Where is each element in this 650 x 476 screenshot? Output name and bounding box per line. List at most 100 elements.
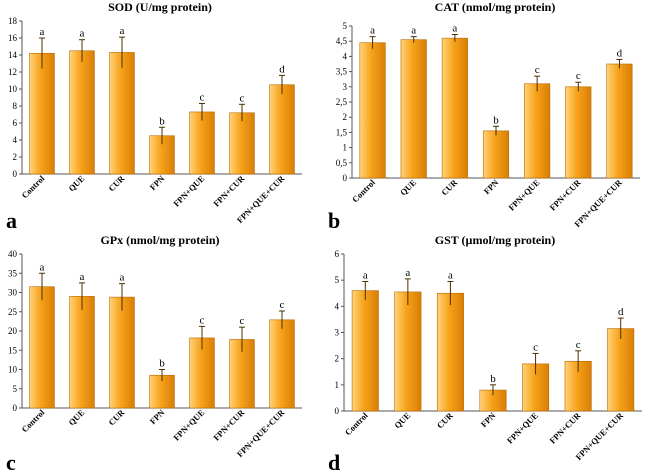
- x-tick-label: FPN: [148, 173, 167, 192]
- bar: [189, 111, 215, 175]
- panel-letter-d: d: [328, 450, 341, 475]
- x-tick-label: CUR: [106, 407, 127, 428]
- bar: [29, 52, 55, 175]
- bar: [441, 37, 468, 179]
- panel-letter-c: c: [6, 450, 16, 475]
- y-tick-label: 2,5: [336, 97, 348, 107]
- y-tick-label: 4: [335, 301, 340, 311]
- bar: [394, 291, 422, 412]
- significance-letter: a: [363, 269, 368, 281]
- y-tick-label: 15: [8, 345, 18, 355]
- x-tick-label: FPN: [482, 177, 501, 196]
- y-tick-label: 0: [13, 169, 18, 179]
- y-tick-label: 1: [335, 380, 340, 390]
- y-tick-label: 10: [8, 84, 18, 94]
- significance-letter: a: [120, 25, 125, 37]
- x-tick-label: FPN+QUE: [171, 173, 206, 208]
- bar: [69, 296, 95, 409]
- bar: [607, 328, 635, 412]
- y-tick-label: 12: [8, 67, 17, 77]
- x-tick-label: FPN+CUR: [211, 407, 247, 443]
- y-tick-label: 3: [343, 82, 348, 92]
- significance-letter: a: [370, 25, 375, 37]
- x-tick-label: QUE: [398, 177, 418, 197]
- y-tick-label: 30: [8, 288, 18, 298]
- y-tick-label: 5: [13, 384, 18, 394]
- bar: [400, 39, 427, 179]
- significance-letter: c: [280, 299, 285, 311]
- significance-letter: c: [576, 339, 581, 351]
- chart-title: GST (µmol/mg protein): [435, 233, 555, 247]
- significance-letter: c: [576, 70, 581, 82]
- chart-panel-gpx: GPx (nmol/mg protein) 0 5 10 15 20 25 30 35 40 a Co…: [8, 233, 302, 459]
- y-tick-label: 1,5: [336, 127, 348, 137]
- significance-letter: a: [40, 261, 45, 273]
- bar: [189, 337, 215, 409]
- x-tick-label: CUR: [435, 410, 456, 431]
- significance-letter: a: [405, 267, 410, 279]
- x-tick-label: FPN+CUR: [211, 173, 247, 209]
- panel-letter-a: a: [6, 208, 17, 233]
- bar: [351, 290, 379, 412]
- bar: [565, 86, 592, 179]
- y-tick-label: 14: [8, 50, 18, 60]
- significance-letter: c: [200, 91, 205, 103]
- x-tick-label: FPN+QUE: [506, 177, 541, 212]
- x-tick-label: FPN+CUR: [547, 177, 583, 213]
- bar: [229, 112, 255, 175]
- chart-panel-cat: CAT (nmol/mg protein) 0 0,5 1 1,5 2 2,5 3 3,5 4 4,…: [336, 0, 640, 229]
- chart-panel-gst: GST (µmol/mg protein) 0 1 2 3 4 5 6 a Control a QUE…: [335, 233, 642, 462]
- x-tick-label: FPN+CUR: [547, 410, 583, 446]
- x-tick-label: FPN: [479, 410, 498, 429]
- bar: [269, 319, 295, 409]
- x-tick-label: Control: [19, 173, 46, 200]
- significance-letter: d: [617, 47, 623, 59]
- bar: [436, 292, 464, 412]
- significance-letter: a: [448, 269, 453, 281]
- x-tick-label: FPN: [148, 407, 167, 426]
- y-tick-label: 3,5: [336, 67, 348, 77]
- bar: [482, 130, 510, 179]
- y-tick-label: 18: [8, 16, 18, 26]
- significance-letter: c: [200, 314, 205, 326]
- y-tick-label: 1: [343, 143, 348, 153]
- bar: [69, 50, 95, 175]
- y-tick-label: 4: [13, 135, 18, 145]
- bar: [29, 286, 55, 409]
- y-tick-label: 2: [335, 354, 340, 364]
- bar: [524, 83, 551, 179]
- y-tick-label: 5: [335, 275, 340, 285]
- y-tick-label: 4: [343, 51, 348, 61]
- y-tick-label: 10: [8, 365, 18, 375]
- bar: [269, 84, 295, 175]
- bar: [359, 42, 386, 179]
- y-tick-label: 2: [13, 152, 18, 162]
- chart-title: SOD (U/mg protein): [108, 0, 212, 14]
- y-tick-label: 5: [343, 21, 348, 31]
- y-tick-label: 4,5: [336, 36, 348, 46]
- x-tick-label: FPN+QUE: [505, 410, 540, 445]
- x-tick-label: Control: [343, 410, 370, 437]
- significance-letter: c: [533, 341, 538, 353]
- x-tick-label: QUE: [66, 407, 86, 427]
- significance-letter: d: [618, 306, 624, 318]
- y-tick-label: 25: [8, 307, 18, 317]
- bar: [606, 63, 633, 179]
- y-tick-label: 2: [343, 112, 348, 122]
- significance-letter: a: [80, 271, 85, 283]
- x-tick-label: Control: [350, 177, 377, 204]
- significance-letter: a: [40, 26, 45, 38]
- y-tick-label: 6: [335, 249, 340, 259]
- x-tick-label: CUR: [439, 177, 460, 198]
- significance-letter: c: [240, 92, 245, 104]
- y-tick-label: 0: [343, 173, 348, 183]
- y-tick-label: 8: [13, 101, 18, 111]
- significance-letter: b: [493, 114, 499, 126]
- significance-letter: b: [490, 373, 496, 385]
- panel-letter-b: b: [328, 208, 341, 233]
- y-tick-label: 35: [8, 268, 18, 278]
- x-tick-label: QUE: [392, 410, 412, 430]
- y-tick-label: 0,5: [336, 158, 348, 168]
- significance-letter: a: [411, 25, 416, 37]
